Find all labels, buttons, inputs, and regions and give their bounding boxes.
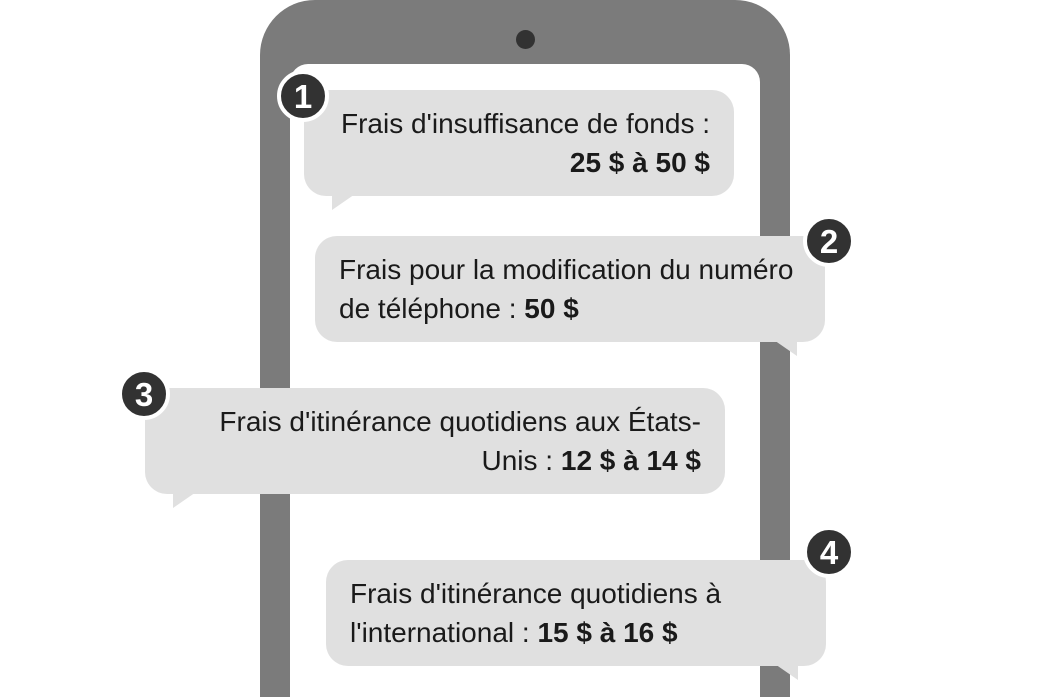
- badge-4: 4: [803, 526, 855, 578]
- phone-camera: [516, 30, 535, 49]
- chat-bubble-2: Frais pour la modification du numéro de …: [315, 236, 825, 342]
- bubble-4-value: 15 $ à 16 $: [537, 617, 677, 648]
- badge-4-number: 4: [820, 536, 838, 569]
- chat-bubble-4: Frais d'itinérance quotidiens à l'intern…: [326, 560, 826, 666]
- badge-2-number: 2: [820, 225, 838, 258]
- chat-bubble-1: Frais d'insuffisance de fonds : 25 $ à 5…: [304, 90, 734, 196]
- bubble-3-value: 12 $ à 14 $: [561, 445, 701, 476]
- badge-3: 3: [118, 368, 170, 420]
- bubble-1-text: Frais d'insuffisance de fonds :: [341, 108, 710, 139]
- bubble-1-value: 25 $ à 50 $: [570, 147, 710, 178]
- badge-3-number: 3: [135, 378, 153, 411]
- bubble-2-value: 50 $: [524, 293, 579, 324]
- badge-1: 1: [277, 70, 329, 122]
- badge-2: 2: [803, 215, 855, 267]
- chat-bubble-3: Frais d'itinérance quotidiens aux États-…: [145, 388, 725, 494]
- badge-1-number: 1: [294, 80, 312, 113]
